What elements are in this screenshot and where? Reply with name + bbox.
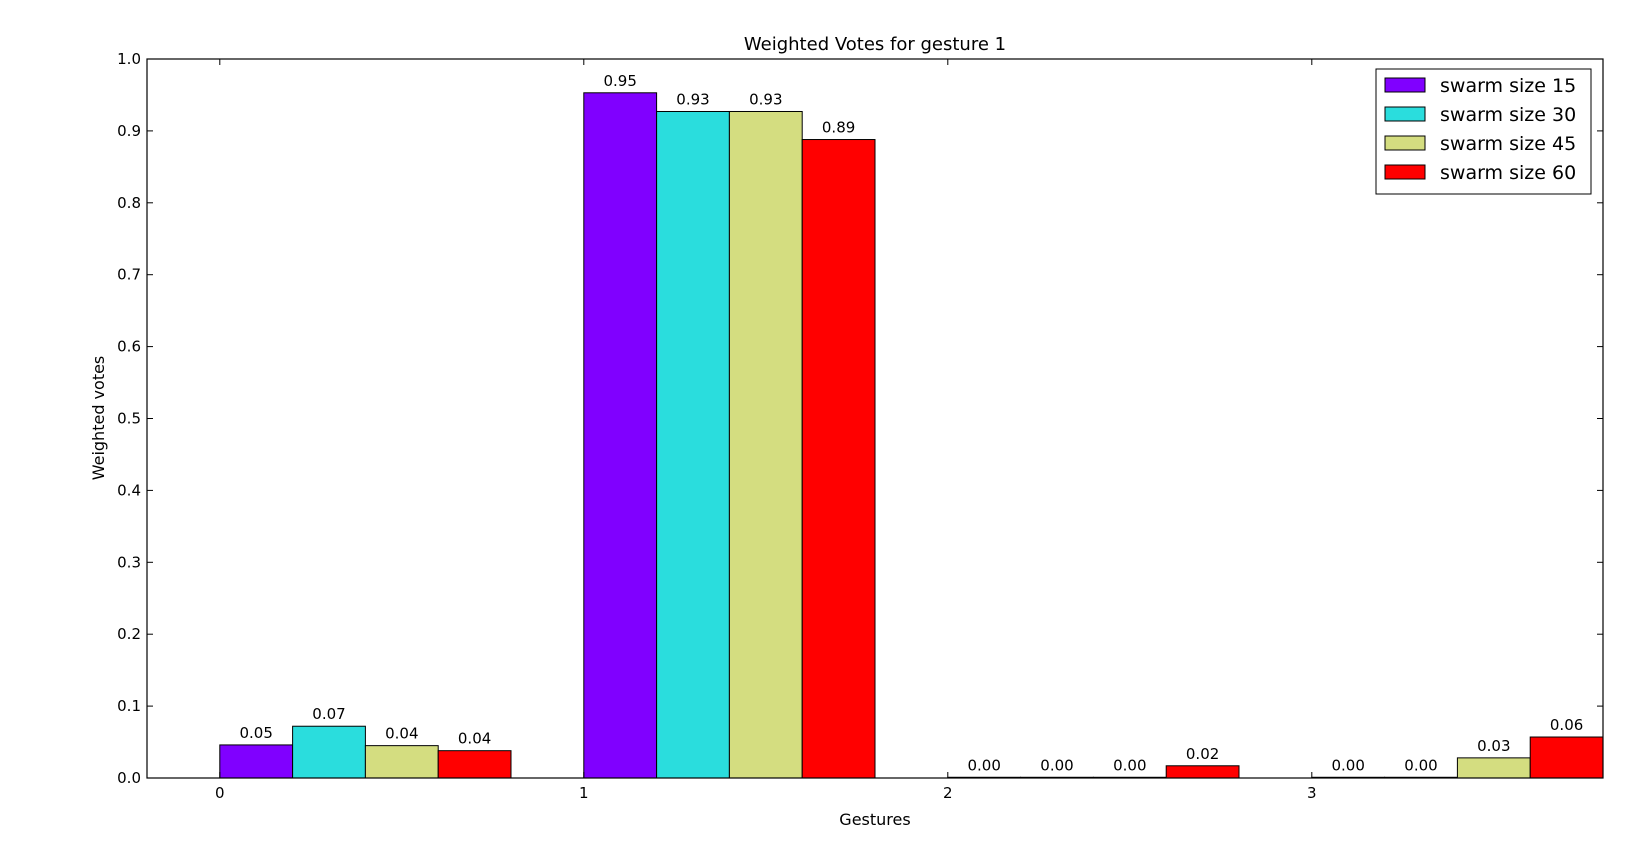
legend-label: swarm size 30 [1440,104,1576,126]
bar-labels-group: 0.05 0.95 0.00 0.00 0.07 0.93 0.00 0.00 0.04 0.93… [239,72,1583,774]
bar [219,744,294,779]
bar [292,725,366,779]
legend-swatch [1384,164,1426,180]
legend-swatch [1384,77,1426,93]
bar-value-label: 0.93 [676,90,709,108]
bar [656,110,730,779]
y-tick-label: 0.6 [117,338,141,356]
bar [364,745,439,779]
axes-group: 0.0 0.1 0.2 0.3 0.4 0.5 0.6 0.7 0.8 0.9 1.0 0 1 2 3 [117,50,1604,802]
bar [1165,765,1240,779]
bar [801,139,876,779]
bar [437,750,512,779]
bar [728,110,803,779]
bar-value-label: 0.04 [385,725,418,743]
legend-label: swarm size 15 [1440,75,1576,97]
bar-value-label: 0.02 [1186,745,1219,763]
bar-value-label: 0.06 [1550,716,1583,734]
legend-swatch [1384,135,1426,151]
bar-value-label: 0.04 [458,730,491,748]
bar [583,92,658,779]
y-tick-label: 0.4 [117,481,141,499]
y-tick-label: 1.0 [117,50,141,68]
bar-value-label: 0.00 [1331,756,1364,774]
y-axis-label: Weighted votes [89,356,108,481]
y-tick-label: 0.0 [117,769,141,787]
y-tick-label: 0.2 [117,625,141,643]
bar-value-label: 0.00 [1113,756,1146,774]
bar-value-label: 0.07 [312,705,345,723]
legend-swatch [1384,106,1426,122]
bar-value-label: 0.89 [822,119,855,137]
x-tick-label: 3 [1307,784,1317,802]
bar-value-label: 0.00 [1040,756,1073,774]
bar-value-label: 0.95 [603,72,636,90]
bar-value-label: 0.00 [1404,756,1437,774]
bar-value-label: 0.00 [967,756,1000,774]
bar-value-label: 0.05 [239,724,272,742]
bar-value-label: 0.03 [1477,737,1510,755]
y-tick-label: 0.7 [117,266,141,284]
legend: swarm size 15 swarm size 30 swarm size 45 s… [1375,68,1592,195]
bars-group [219,92,1604,779]
x-axis-label: Gestures [839,810,910,829]
y-tick-label: 0.9 [117,122,141,140]
y-tick-label: 0.5 [117,410,141,428]
bar [1529,736,1604,779]
x-tick-label: 2 [943,784,953,802]
y-tick-label: 0.1 [117,697,141,715]
bar [1456,757,1531,779]
legend-label: swarm size 60 [1440,162,1576,184]
y-tick-label: 0.8 [117,194,141,212]
chart-title: Weighted Votes for gesture 1 [744,34,1006,55]
x-tick-label: 1 [579,784,589,802]
legend-label: swarm size 45 [1440,133,1576,155]
y-tick-label: 0.3 [117,553,141,571]
x-tick-label: 0 [215,784,225,802]
bar-value-label: 0.93 [749,90,782,108]
